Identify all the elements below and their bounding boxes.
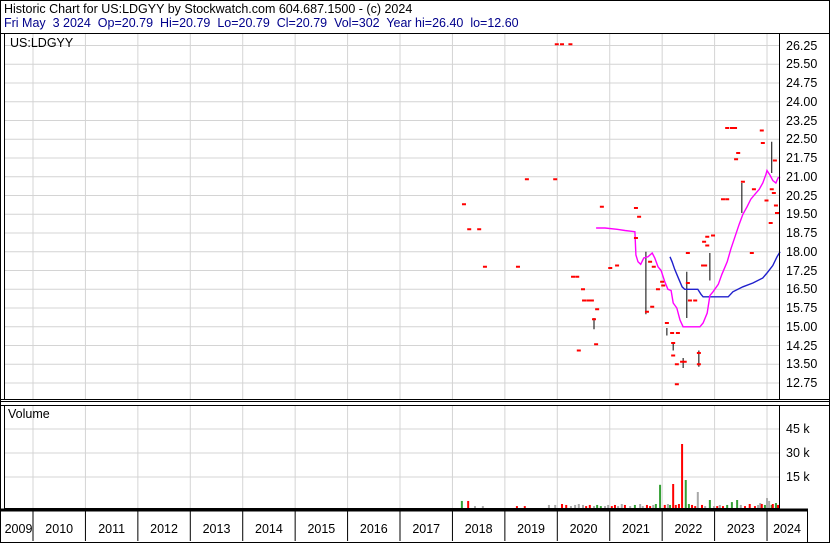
price-axis-tick: 23.25 bbox=[786, 113, 818, 128]
year-axis-tick: 2010 bbox=[45, 522, 74, 536]
price-axis-tick: 19.50 bbox=[786, 207, 818, 222]
volume-bars bbox=[460, 444, 780, 508]
year-axis-tick: 2016 bbox=[359, 522, 388, 536]
price-axis-tick: 14.25 bbox=[786, 338, 818, 353]
quote-summary-line: Fri May 3 2024 Op=20.79 Hi=20.79 Lo=20.7… bbox=[4, 16, 519, 30]
ma-fast-line bbox=[596, 168, 781, 328]
year-axis-tick: 2009 bbox=[4, 522, 33, 536]
price-axis-tick: 24.75 bbox=[786, 76, 818, 90]
year-axis-tick: 2012 bbox=[150, 522, 178, 536]
price-axis-tick: 17.25 bbox=[786, 263, 818, 278]
price-axis-tick: 12.75 bbox=[786, 376, 818, 390]
price-axis-tick: 15.75 bbox=[786, 301, 818, 315]
range-bars bbox=[593, 141, 773, 368]
ma-slow-line bbox=[669, 251, 781, 298]
price-axis-tick: 13.50 bbox=[786, 357, 818, 372]
price-axis-tick: 21.00 bbox=[786, 169, 818, 184]
year-axis-tick: 2024 bbox=[773, 522, 801, 536]
volume-axis-tick: 30 k bbox=[786, 446, 810, 460]
price-axis-tick: 20.25 bbox=[786, 188, 818, 203]
year-axis-tick: 2017 bbox=[412, 522, 441, 536]
year-axis-tick: 2023 bbox=[726, 522, 755, 536]
trade-marks bbox=[461, 43, 779, 386]
price-axis-tick: 22.50 bbox=[786, 132, 818, 147]
price-axis-tick: 18.00 bbox=[786, 244, 818, 259]
symbol-label: US:LDGYY bbox=[10, 36, 74, 50]
year-axis-tick: 2020 bbox=[569, 522, 598, 536]
price-axis-tick: 21.75 bbox=[786, 151, 818, 165]
year-axis-tick: 2015 bbox=[307, 522, 336, 536]
year-axis-tick: 2014 bbox=[255, 522, 283, 536]
year-axis-tick: 2018 bbox=[464, 522, 493, 536]
volume-panel-label: Volume bbox=[8, 407, 50, 421]
volume-axis-tick: 45 k bbox=[786, 422, 810, 436]
gridlines bbox=[5, 34, 779, 508]
price-axis-tick: 26.25 bbox=[786, 38, 818, 53]
price-axis-tick: 25.50 bbox=[786, 57, 818, 72]
price-axis-tick: 18.75 bbox=[786, 226, 818, 240]
chart-title: Historic Chart for US:LDGYY by Stockwatc… bbox=[4, 2, 413, 16]
year-axis-tick: 2011 bbox=[98, 522, 126, 536]
price-axis-tick: 16.50 bbox=[786, 282, 818, 297]
year-axis-tick: 2013 bbox=[202, 522, 231, 536]
price-axis-tick: 24.00 bbox=[786, 94, 818, 109]
volume-axis-tick: 15 k bbox=[786, 470, 810, 484]
year-axis-tick: 2019 bbox=[517, 522, 545, 536]
year-axis-tick: 2022 bbox=[674, 522, 703, 536]
year-axis-tick: 2021 bbox=[622, 522, 650, 536]
price-axis-tick: 15.00 bbox=[786, 319, 818, 334]
